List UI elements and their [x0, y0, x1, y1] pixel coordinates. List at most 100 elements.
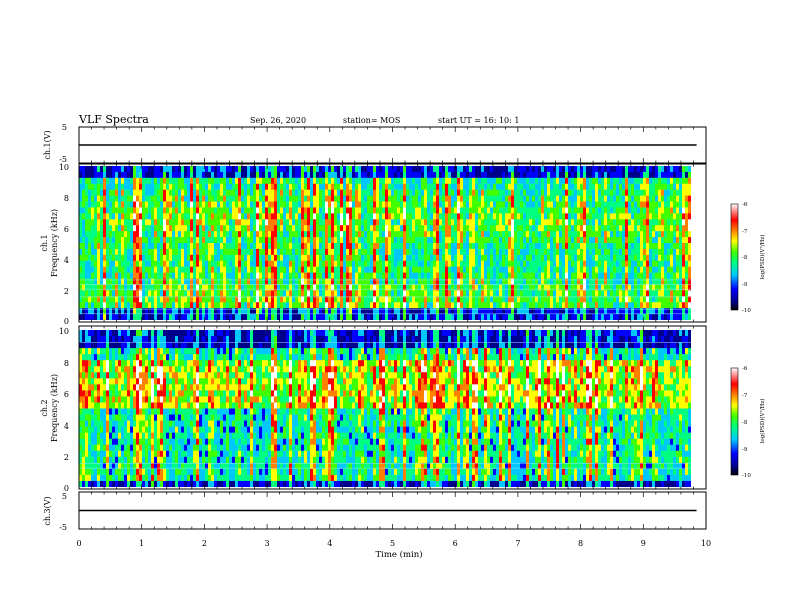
spectrogram-cell	[220, 213, 223, 220]
spectrogram-cell	[82, 195, 85, 203]
spectrogram-cell	[304, 171, 307, 179]
spectrogram-cell	[238, 195, 241, 203]
spectrogram-cell	[631, 266, 634, 274]
spectrogram-cell	[301, 272, 304, 280]
spectrogram-cell	[571, 266, 574, 274]
spectrogram-cell	[238, 254, 241, 262]
spectrogram-cell	[283, 308, 286, 315]
spectrogram-cell	[439, 308, 442, 315]
spectrogram-cell	[580, 189, 583, 197]
spectrogram-cell	[286, 308, 289, 315]
spectrogram-cell	[562, 266, 565, 274]
spectrogram-cell	[439, 207, 442, 214]
spectrogram-cell	[559, 284, 562, 291]
spectrogram-cell	[370, 231, 373, 238]
spectrogram-cell	[517, 231, 520, 238]
spectrogram-cell	[286, 207, 289, 214]
spectrogram-cell	[448, 248, 451, 256]
spectrogram-cell	[541, 284, 544, 291]
spectrogram-cell	[553, 260, 556, 268]
spectrogram-cell	[463, 225, 466, 232]
spectrogram-cell	[514, 201, 517, 208]
spectrogram-cell	[196, 231, 199, 238]
spectrogram-cell	[577, 225, 580, 232]
spectrogram-cell	[130, 177, 133, 185]
spectrogram-cell	[403, 266, 406, 274]
spectrogram-cell	[559, 296, 562, 303]
spectrogram-cell	[190, 290, 193, 297]
spectrogram-cell	[412, 195, 415, 203]
spectrogram-cell	[166, 195, 169, 203]
spectrogram-cell	[499, 207, 502, 214]
spectrogram-cell	[244, 166, 247, 173]
spectrogram-cell	[367, 254, 370, 262]
spectrogram-cell	[628, 302, 631, 309]
spectrogram-cell	[424, 225, 427, 232]
spectrogram-cell	[265, 308, 268, 315]
spectrogram-cell	[115, 248, 118, 256]
spectrogram-cell	[121, 189, 124, 197]
spectrogram-cell	[628, 166, 631, 173]
spectrogram-cell	[496, 189, 499, 197]
spectrogram-cell	[196, 237, 199, 244]
spectrogram-cell	[325, 189, 328, 197]
spectrogram-cell	[604, 225, 607, 232]
spectrogram-cell	[379, 290, 382, 297]
spectrogram-cell	[523, 254, 526, 262]
spectrogram-cell	[355, 278, 358, 285]
spectrogram-cell	[97, 171, 100, 179]
spectrogram-cell	[541, 171, 544, 179]
spectrogram-cell	[586, 219, 589, 226]
spectrogram-cell	[424, 219, 427, 226]
spectrogram-cell	[568, 166, 571, 173]
spectrogram-cell	[142, 314, 145, 320]
spectrogram-cell	[634, 195, 637, 203]
spectrogram-cell	[175, 254, 178, 262]
spectrogram-cell	[475, 296, 478, 303]
spectrogram-cell	[160, 248, 163, 256]
spectrogram-cell	[217, 171, 220, 179]
spectrogram-cell	[157, 183, 160, 191]
spectrogram-cell	[169, 284, 172, 291]
spectrogram-cell	[532, 166, 535, 173]
spectrogram-cell	[118, 231, 121, 238]
spectrogram-cell	[262, 207, 265, 214]
spectrogram-cell	[538, 260, 541, 268]
spectrogram-cell	[190, 201, 193, 208]
spectrogram-cell	[148, 272, 151, 280]
spectrogram-cell	[289, 243, 292, 250]
spectrogram-cell	[496, 308, 499, 315]
spectrogram-cell	[562, 278, 565, 285]
spectrogram-cell	[211, 302, 214, 309]
spectrogram-cell	[451, 314, 454, 320]
spectrogram-cell	[145, 254, 148, 262]
spectrogram-cell	[430, 183, 433, 191]
spectrogram-cell	[517, 290, 520, 297]
spectrogram-cell	[427, 231, 430, 238]
spectrogram-cell	[496, 231, 499, 238]
spectrogram-cell	[232, 225, 235, 232]
spectrogram-cell	[343, 254, 346, 262]
spectrogram-cell	[349, 207, 352, 214]
spectrogram-cell	[547, 272, 550, 280]
spectrogram-cell	[490, 290, 493, 297]
spectrogram-cell	[187, 213, 190, 220]
spectrogram-cell	[154, 278, 157, 285]
spectrogram-cell	[508, 189, 511, 197]
spectrogram-cell	[574, 166, 577, 173]
spectrogram-cell	[355, 207, 358, 214]
spectrogram-cell	[277, 314, 280, 320]
spectrogram-cell	[550, 177, 553, 185]
spectrogram-cell	[601, 201, 604, 208]
spectrogram-cell	[520, 207, 523, 214]
spectrogram-cell	[499, 166, 502, 173]
spectrogram-cell	[442, 290, 445, 297]
spectrogram-cell	[373, 225, 376, 232]
spectrogram-cell	[334, 166, 337, 173]
spectrogram-cell	[418, 177, 421, 185]
spectrogram-cell	[256, 195, 259, 203]
spectrogram-cell	[490, 166, 493, 173]
spectrogram-cell	[565, 302, 568, 309]
spectrogram-cell	[79, 177, 82, 185]
spectrogram-cell	[508, 272, 511, 280]
